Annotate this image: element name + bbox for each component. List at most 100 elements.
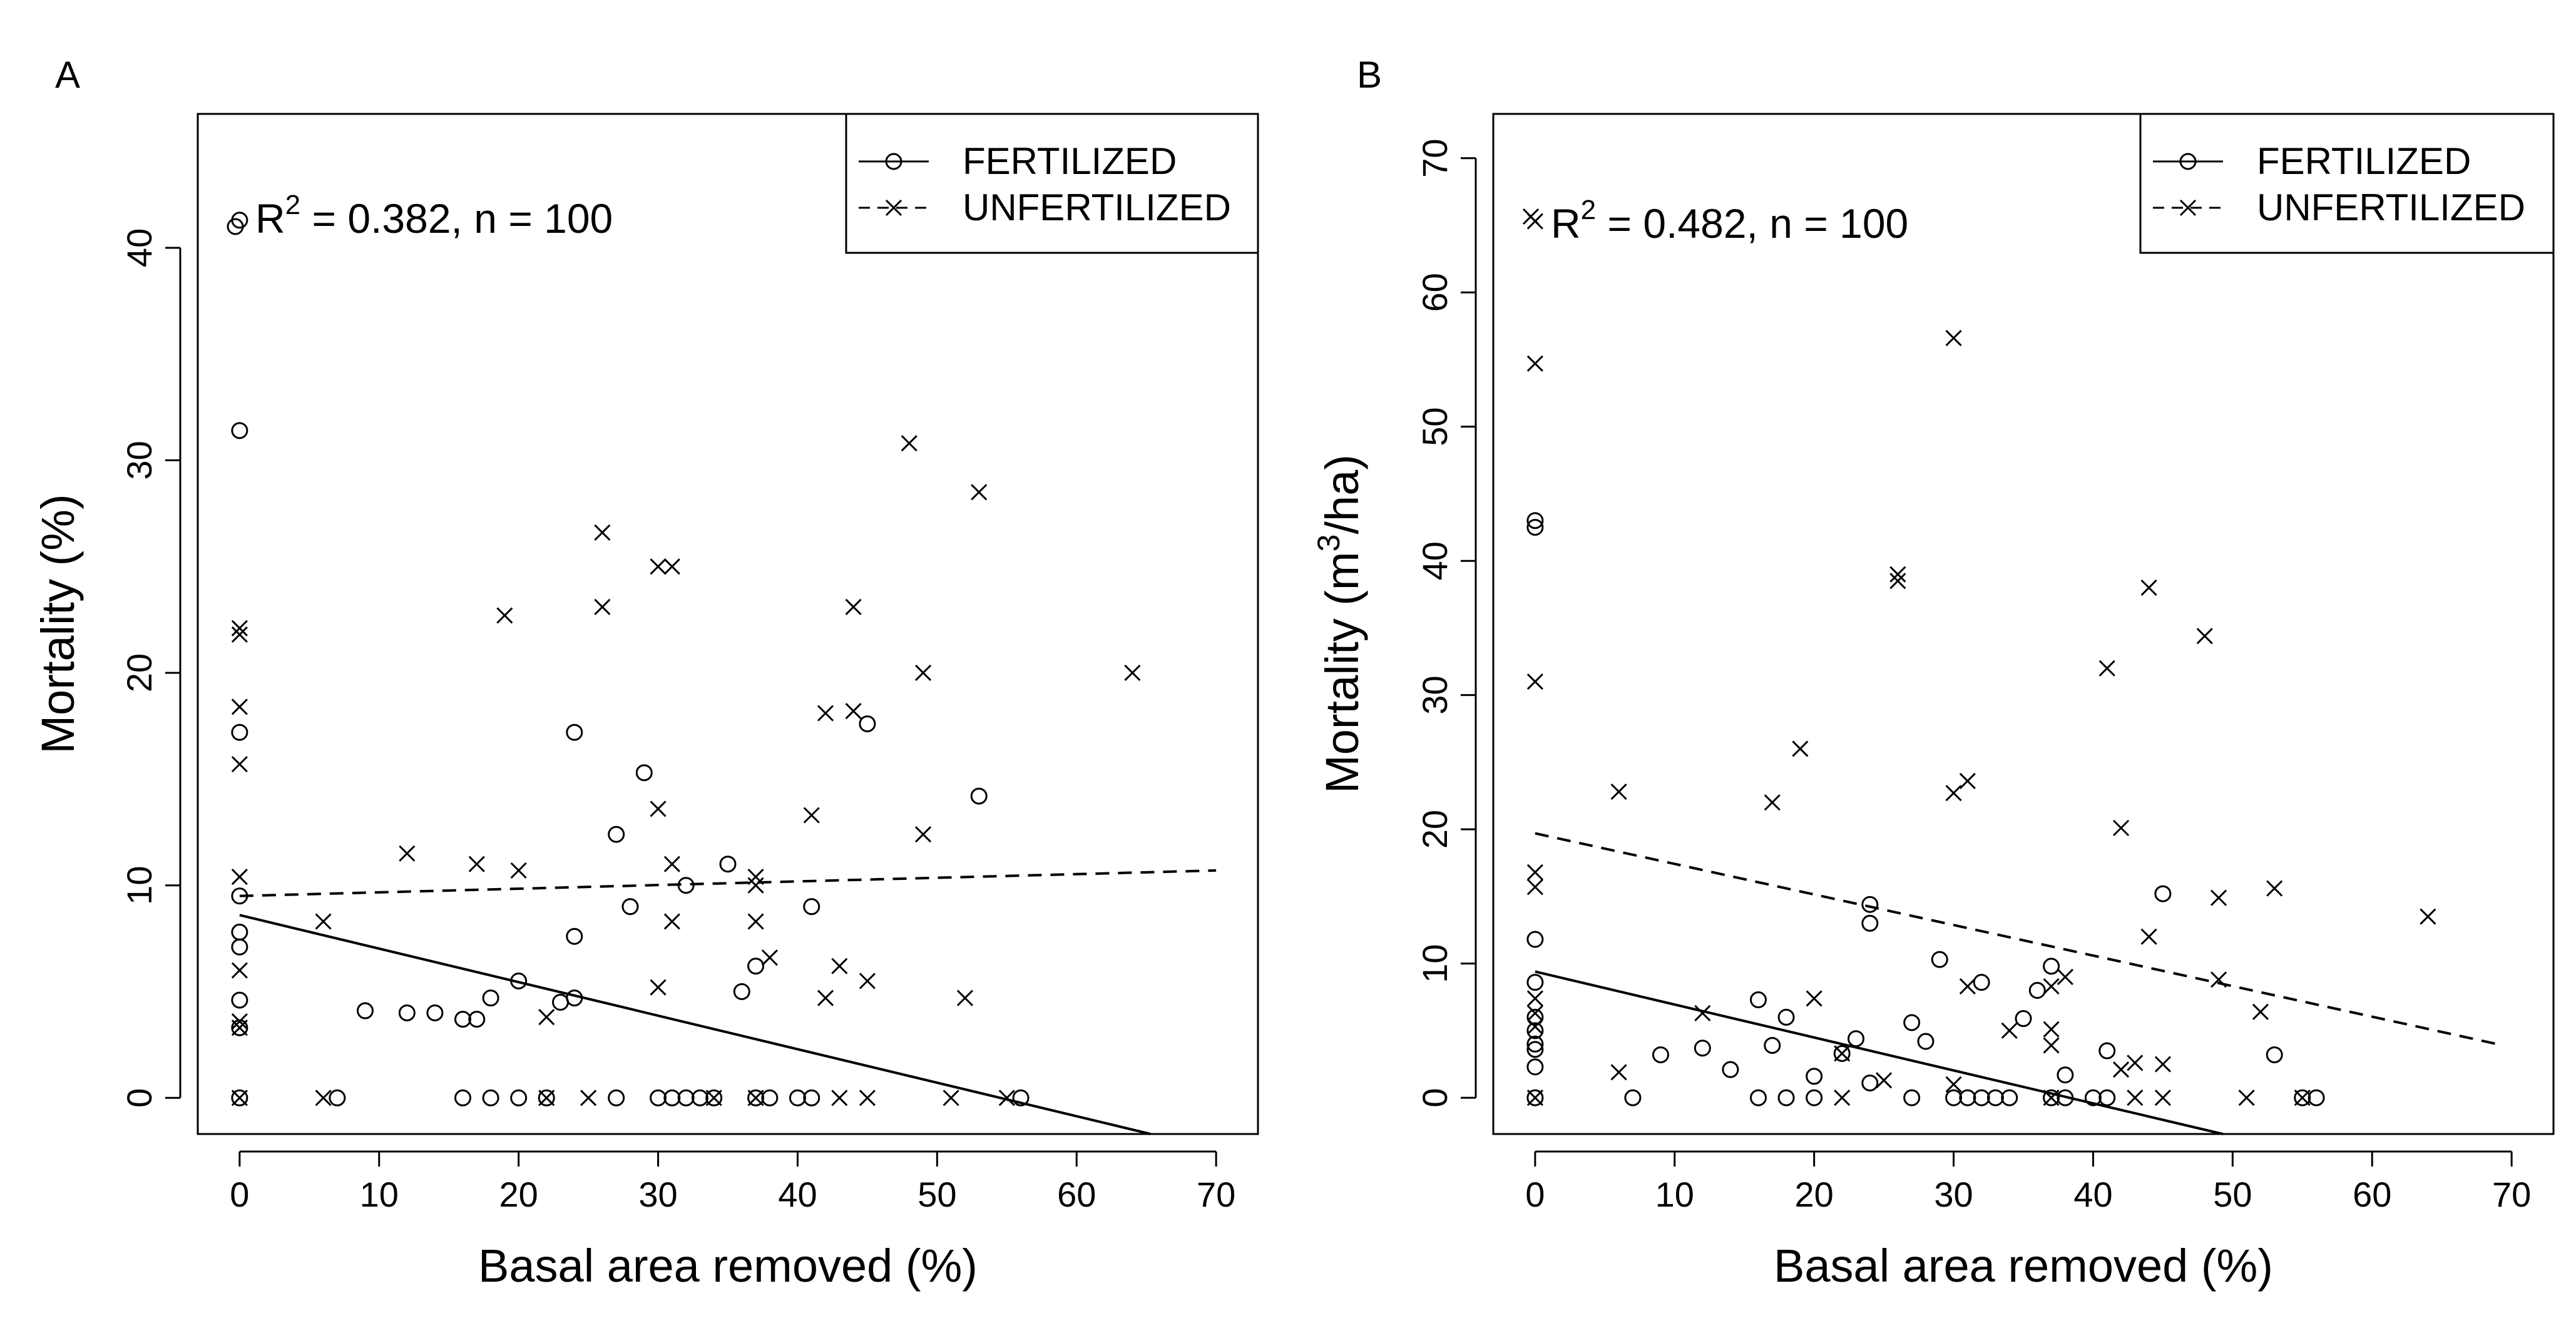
panel-b-point-unfertilized (1526, 879, 1543, 896)
panel-b-point-fertilized (1861, 896, 1879, 913)
panel-b-point-unfertilized (2043, 1021, 2060, 1038)
panel-b-point-unfertilized (2294, 1090, 2311, 1106)
panel-a-point-unfertilized (231, 1013, 248, 1030)
panel-a-point-unfertilized (580, 1090, 597, 1106)
panel-a-point-fertilized (454, 1089, 471, 1106)
panel-b-y-tick-label: 70 (1415, 139, 1454, 178)
panel-a-point-fertilized (426, 1004, 444, 1021)
panel-a-y-tick-label: 40 (120, 228, 159, 267)
panel-b-label: B (1357, 54, 1382, 96)
panel-b-point-unfertilized (1806, 990, 1822, 1007)
panel-a-point-unfertilized (594, 524, 611, 541)
panel-b-point-fertilized (2308, 1089, 2325, 1106)
panel-a-x-tick-label: 50 (917, 1175, 956, 1214)
panel-b-point-unfertilized (1834, 1090, 1851, 1106)
panel-a-point-fertilized (454, 1011, 471, 1028)
panel-a-y-tick-label: 30 (120, 441, 159, 479)
panel-a-point-unfertilized (914, 826, 932, 843)
panel-b-point-fertilized (1526, 1022, 1544, 1040)
panel-b-point-fertilized (1931, 951, 1948, 968)
panel-b-point-unfertilized (1764, 794, 1781, 811)
panel-b-legend-fert-marker (2179, 153, 2197, 170)
panel-b-point-fertilized (1861, 914, 1879, 932)
panel-b-point-unfertilized (1526, 1018, 1543, 1035)
panel-a-point-fertilized (663, 1089, 681, 1106)
panel-b-point-unfertilized (2210, 971, 2227, 988)
panel-a-point-fertilized (677, 1089, 695, 1106)
panel-b-point-unfertilized (1526, 1004, 1543, 1022)
panel-a-point-fertilized (231, 991, 248, 1009)
panel-a-point-unfertilized (761, 949, 778, 966)
panel-a-plot-frame (197, 113, 1259, 1135)
panel-a-x-tick-label: 0 (230, 1175, 249, 1214)
panel-b-point-fertilized (1959, 1089, 1976, 1106)
panel-b-point-fertilized (1526, 1041, 1544, 1058)
panel-a-point-fertilized (398, 1004, 416, 1021)
panel-b-point-unfertilized (1876, 1072, 1893, 1089)
panel-b-point-fertilized (1848, 1030, 1865, 1048)
panel-a-y-axis: 0 10 20 30 40 (120, 228, 181, 1108)
panel-b-point-unfertilized (2043, 1090, 2060, 1106)
panel-a-point-fertilized (803, 898, 820, 916)
panel-a-point-fertilized (231, 422, 248, 439)
panel-a-fit-lines (239, 869, 1217, 1135)
panel-a-point-unfertilized (663, 856, 680, 872)
panel-a-point-unfertilized (231, 1090, 248, 1106)
panel-a-point-unfertilized (663, 913, 680, 930)
panel-a-point-unfertilized (315, 913, 332, 930)
panel-a-point-fertilized (677, 877, 695, 894)
panel-b-annotation-point (1522, 208, 1540, 225)
panel-a-legend-box (845, 113, 1259, 254)
panel-a-point-fertilized (468, 1011, 486, 1028)
panel-b-point-unfertilized (1945, 1076, 1962, 1093)
panel-a-point-unfertilized (231, 698, 248, 715)
panel-b-point-fertilized (1526, 1008, 1544, 1026)
panel-b-point-fertilized (2266, 1046, 2283, 1063)
panel-a-point-unfertilized (315, 1090, 332, 1106)
panel-a-point-unfertilized (399, 845, 416, 862)
panel-b-point-fertilized (1750, 1089, 1767, 1106)
panel-b-point-unfertilized (2420, 908, 2436, 925)
panel-b-y-tick-label: 0 (1415, 1088, 1454, 1108)
panel-b-point-unfertilized (2043, 1037, 2060, 1054)
panel-a-points (231, 212, 1141, 1106)
panel-b-legend-unfert-marker (2179, 199, 2197, 217)
panel-b-point-unfertilized (1526, 990, 1543, 1007)
panel-b-point-unfertilized (2127, 1090, 2144, 1106)
panel-b-point-unfertilized (2252, 1003, 2269, 1020)
panel-a-point-unfertilized (468, 856, 485, 872)
panel-b-points (1526, 213, 2436, 1106)
panel-b-plot-frame (1492, 113, 2555, 1135)
panel-b-point-unfertilized (1834, 1045, 1851, 1062)
panel-b-point-fertilized (1764, 1036, 1781, 1054)
panel-b-x-tick-label: 40 (2073, 1175, 2112, 1214)
panel-b-point-fertilized (1986, 1089, 2004, 1106)
panel-a-point-fertilized (608, 1089, 625, 1106)
panel-a-point-fertilized (621, 898, 639, 916)
panel-b-point-fertilized (1833, 1045, 1851, 1062)
panel-a-point-unfertilized (510, 862, 527, 879)
panel-b-point-fertilized (1903, 1014, 1921, 1031)
panel-b-point-unfertilized (1526, 355, 1543, 372)
panel-b-point-fertilized (1526, 974, 1544, 991)
panel-b-point-fertilized (1750, 991, 1767, 1009)
panel-b-point-unfertilized (2140, 580, 2157, 596)
panel-a-point-fertilized (231, 938, 248, 956)
panel-a-annotation-point (227, 218, 244, 235)
panel-b-point-unfertilized (1526, 673, 1543, 690)
panel-b-x-tick-label: 70 (2492, 1175, 2531, 1214)
panel-b-point-fertilized (1526, 1035, 1544, 1053)
panel-b-point-fertilized (1973, 1089, 1990, 1106)
panel-b-y-tick-label: 60 (1415, 273, 1454, 312)
panel-b-point-fertilized (1903, 1089, 1921, 1106)
panel-b-fit-lines (1535, 832, 2504, 1135)
panel-a-r2-text: R2 = 0.382, n = 100 (255, 190, 613, 242)
panel-b-point-fertilized (1526, 1089, 1544, 1106)
panel-b-point-unfertilized (1526, 864, 1543, 881)
panel-b-annotation: R2 = 0.482, n = 100 (1522, 195, 1908, 247)
panel-a-point-fertilized (510, 973, 528, 989)
panel-a-point-fertilized (705, 1089, 723, 1106)
panel-b-point-fertilized (2084, 1089, 2102, 1106)
panel-a-x-tick-label: 20 (499, 1175, 538, 1214)
panel-b-y-tick-label: 30 (1415, 676, 1454, 715)
